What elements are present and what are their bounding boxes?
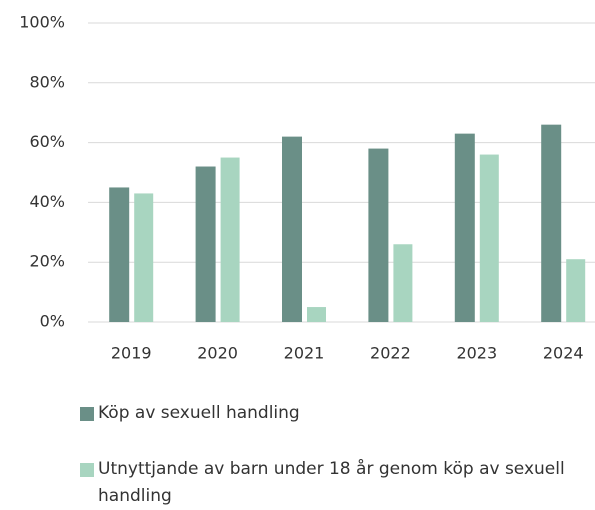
x-tick-label: 2023 (456, 344, 497, 363)
x-tick-label: 2021 (284, 344, 325, 363)
legend-label: Köp av sexuell handling (98, 403, 300, 423)
legend-swatch (80, 407, 94, 421)
bar (566, 259, 586, 322)
y-tick-label: 100% (19, 13, 65, 32)
x-tick-label: 2024 (543, 344, 584, 363)
bar (454, 133, 475, 322)
legend-label: Utnyttjande av barn under 18 år genom kö… (98, 459, 565, 506)
bar (195, 166, 216, 322)
y-tick-label: 80% (29, 72, 65, 91)
x-tick-label: 2019 (111, 344, 152, 363)
y-tick-label: 60% (29, 132, 65, 151)
x-tick-label: 2022 (370, 344, 411, 363)
bar (220, 157, 240, 322)
bar (307, 307, 326, 322)
bar (368, 148, 389, 322)
legend-swatch (80, 463, 94, 477)
bar (109, 187, 130, 322)
bar (479, 154, 499, 322)
y-tick-label: 40% (29, 192, 65, 211)
bar (134, 193, 154, 322)
chart: 0% 20% 40% 60% 80% 100% 2019 2020 2021 2022 2023 20… (19, 13, 595, 363)
bar (541, 124, 562, 322)
y-tick-label: 0% (40, 312, 65, 331)
x-tick-label: 2020 (197, 344, 238, 363)
bar (393, 244, 413, 322)
legend-item: Utnyttjande av barn under 18 år genom kö… (80, 456, 583, 510)
y-tick-label: 20% (29, 252, 65, 271)
bar (282, 136, 302, 322)
legend-item: Köp av sexuell handling (80, 400, 583, 427)
